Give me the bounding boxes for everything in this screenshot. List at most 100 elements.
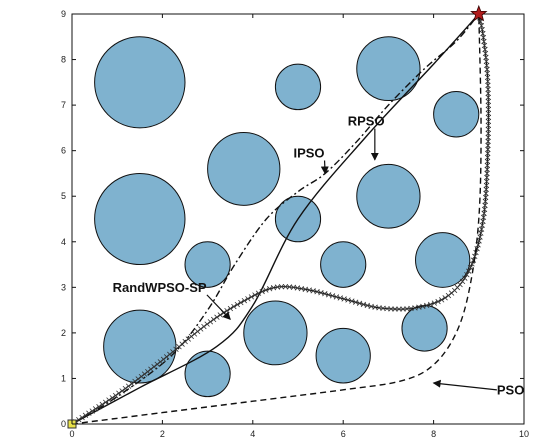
series-point-randwpso-sp [420, 303, 426, 310]
series-point-randwpso-sp [248, 294, 255, 300]
series-point-randwpso-sp [459, 278, 466, 285]
series-point-randwpso-sp [119, 388, 125, 394]
series-point-randwpso-sp [396, 306, 402, 312]
series-point-randwpso-sp [148, 366, 154, 372]
series-point-randwpso-sp [472, 253, 478, 260]
series-point-randwpso-sp [157, 359, 164, 365]
y-tick-label: 2 [61, 328, 66, 338]
series-point-randwpso-sp [138, 373, 145, 380]
obstacle-circle [315, 327, 371, 384]
y-tick-label: 0 [61, 419, 66, 429]
series-point-randwpso-sp [191, 331, 198, 337]
series-point-randwpso-sp [464, 272, 470, 278]
series-point-randwpso-sp [485, 98, 491, 105]
series-point-randwpso-sp [400, 306, 406, 312]
series-point-randwpso-sp [322, 291, 328, 297]
series-point-randwpso-sp [106, 397, 112, 403]
series-point-randwpso-sp [252, 292, 258, 298]
series-point-randwpso-sp [337, 295, 343, 301]
series-point-randwpso-sp [485, 122, 492, 129]
series-point-randwpso-sp [210, 316, 217, 323]
y-tick-label: 4 [61, 237, 66, 247]
series-point-randwpso-sp [76, 416, 82, 423]
series-point-randwpso-sp [129, 381, 135, 387]
series-point-randwpso-sp [214, 314, 220, 320]
series-point-randwpso-sp [266, 286, 273, 292]
series-point-randwpso-sp [485, 150, 491, 157]
obstacle-circle [356, 163, 421, 229]
series-point-randwpso-sp [163, 354, 170, 360]
series-point-randwpso-sp [485, 118, 492, 125]
series-point-randwpso-sp [154, 361, 160, 367]
series-point-randwpso-sp [485, 138, 491, 145]
series-point-randwpso-sp [135, 376, 141, 382]
series-point-randwpso-sp [160, 356, 167, 363]
series-point-randwpso-sp [345, 297, 351, 303]
series-point-randwpso-sp [217, 312, 223, 318]
series-point-randwpso-sp [207, 319, 214, 325]
x-tick-label: 0 [69, 429, 74, 439]
series-point-randwpso-sp [278, 283, 285, 290]
series-point-randwpso-sp [234, 301, 241, 308]
obstacle-circle [207, 131, 281, 206]
annotation-label-randwpso-sp: RandWPSO-SP [113, 280, 207, 295]
x-tick-label: 6 [341, 429, 346, 439]
series-point-randwpso-sp [255, 290, 262, 296]
series-point-randwpso-sp [329, 293, 336, 299]
series-point-randwpso-sp [92, 406, 99, 412]
series-point-randwpso-sp [484, 158, 491, 165]
series-point-randwpso-sp [485, 126, 491, 133]
series-point-randwpso-sp [356, 300, 363, 307]
annotation-arrow-pso [432, 379, 497, 391]
series-point-randwpso-sp [485, 82, 491, 89]
x-tick-label: 2 [160, 429, 165, 439]
series-point-randwpso-sp [82, 412, 89, 419]
obstacle-circle [274, 63, 322, 111]
series-point-randwpso-sp [86, 410, 92, 416]
series-point-randwpso-sp [145, 368, 151, 375]
series-point-randwpso-sp [445, 292, 452, 299]
series-point-randwpso-sp [442, 295, 448, 301]
obstacle-circle [401, 305, 448, 352]
y-tick-label: 6 [61, 146, 66, 156]
tick-group: 0 2 4 6 8 10 0 1 2 3 4 5 6 7 8 9 [61, 9, 529, 439]
series-point-randwpso-sp [485, 114, 492, 121]
annotation-arrow-randwpso-sp [206, 294, 231, 320]
annotation-label-rpso: RPSO [348, 114, 385, 129]
series-point-randwpso-sp [485, 146, 491, 153]
y-tick-label: 7 [61, 100, 66, 110]
x-tick-label: 8 [431, 429, 436, 439]
series-point-randwpso-sp [318, 290, 324, 296]
series-point-randwpso-sp [485, 90, 491, 97]
series-point-randwpso-sp [392, 306, 398, 312]
obstacle-circle [184, 350, 231, 398]
series-point-randwpso-sp [485, 86, 491, 93]
x-tick-label: 4 [250, 429, 255, 439]
series-point-randwpso-sp [310, 288, 316, 294]
annotation-label-pso: PSO [497, 382, 524, 397]
series-point-randwpso-sp [435, 298, 441, 305]
series-point-randwpso-sp [231, 303, 237, 310]
goal-star-marker [470, 4, 488, 22]
obstacle-circle [415, 232, 471, 288]
series-point-randwpso-sp [167, 351, 173, 358]
series-point-randwpso-sp [263, 287, 269, 293]
series-point-randwpso-sp [79, 414, 85, 421]
series-point-randwpso-sp [427, 301, 434, 308]
y-tick-label: 8 [61, 55, 66, 65]
series-point-randwpso-sp [245, 296, 251, 302]
series-point-randwpso-sp [238, 299, 244, 306]
series-point-randwpso-sp [485, 102, 492, 109]
series-point-randwpso-sp [485, 106, 492, 113]
series-point-randwpso-sp [483, 178, 490, 185]
series-point-randwpso-sp [462, 275, 468, 281]
series-point-randwpso-sp [484, 166, 490, 173]
series-point-randwpso-sp [485, 142, 491, 149]
obstacle-circle [243, 300, 308, 366]
annotation-group: RPSO IPSO RandWPSO-SP PSO [113, 114, 525, 398]
series-point-randwpso-sp [325, 292, 332, 298]
series-point-randwpso-sp [227, 305, 234, 312]
series-point-randwpso-sp [457, 281, 463, 288]
series-point-randwpso-sp [125, 383, 132, 389]
